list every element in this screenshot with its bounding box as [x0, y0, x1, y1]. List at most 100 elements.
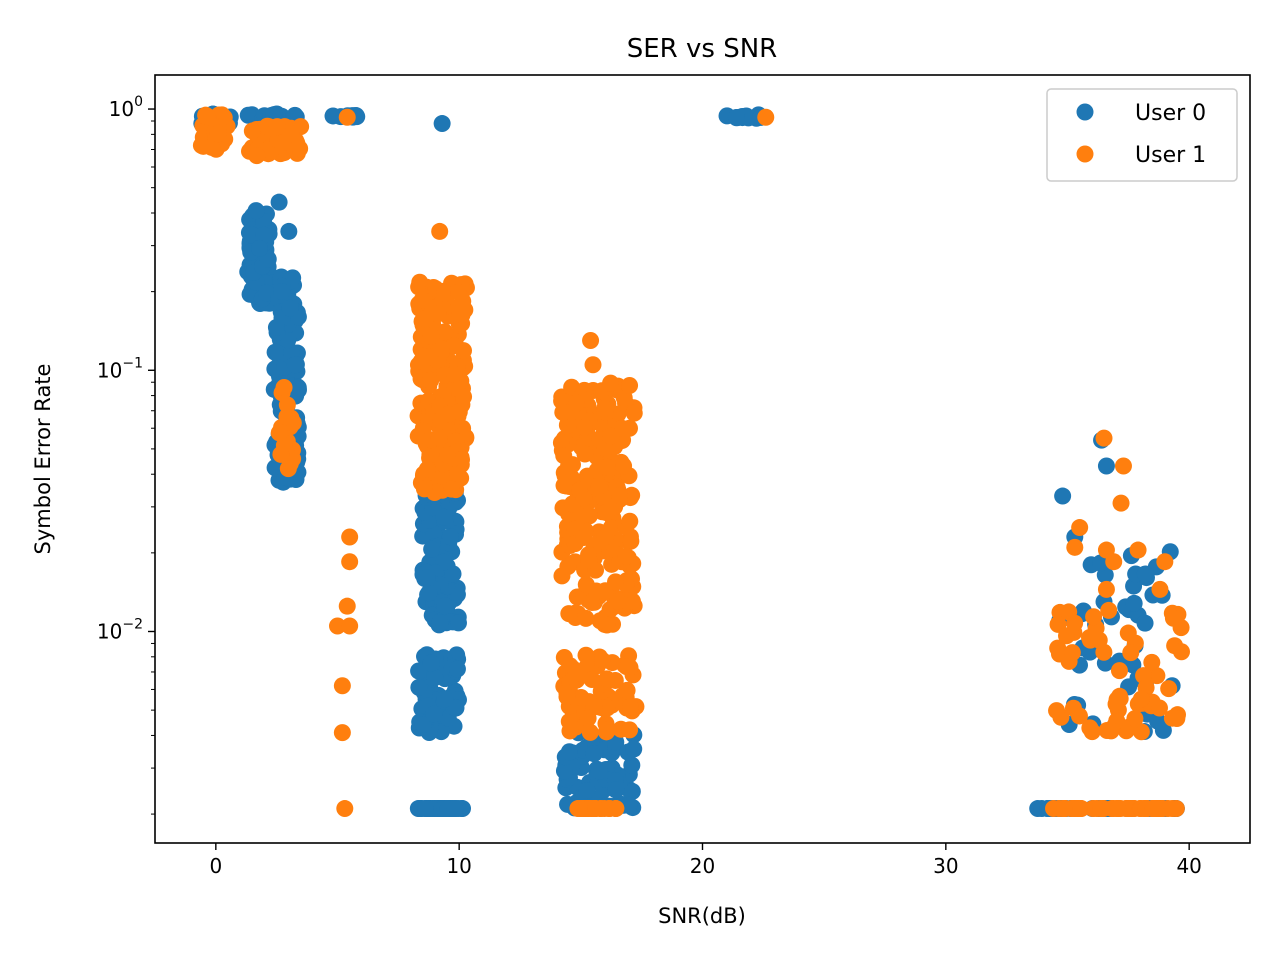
scatter-point [439, 446, 457, 464]
scatter-point [410, 662, 428, 680]
scatter-point [573, 506, 591, 524]
scatter-point [622, 783, 640, 801]
scatter-point [422, 371, 440, 389]
legend-marker [1076, 103, 1094, 121]
scatter-point [1144, 800, 1162, 818]
scatter-point [625, 740, 643, 758]
scatter-point [341, 617, 359, 635]
scatter-point [575, 528, 593, 546]
scatter-point [611, 487, 629, 505]
scatter-point [1092, 800, 1110, 818]
x-axis: 0 10 20 30 40 [209, 843, 1202, 878]
scatter-point [1168, 710, 1186, 728]
scatter-point [567, 664, 585, 682]
scatter-point [436, 597, 454, 615]
scatter-point [436, 284, 454, 302]
scatter-point [1048, 702, 1066, 720]
scatter-point [576, 445, 594, 463]
scatter-point [1105, 553, 1123, 571]
scatter-point [1119, 624, 1137, 642]
scatter-point [278, 396, 296, 414]
scatter-point [445, 365, 463, 383]
scatter-point [584, 356, 602, 374]
scatter-point [621, 377, 639, 395]
x-axis-label: SNR(dB) [658, 904, 746, 928]
scatter-point [341, 553, 359, 571]
scatter-point [1063, 644, 1081, 662]
legend-box [1046, 88, 1238, 182]
series-user-1 [192, 106, 1190, 818]
scatter-point [1102, 722, 1120, 740]
scatter-point [289, 378, 307, 396]
scatter-point [1095, 429, 1113, 447]
scatter-point [432, 340, 450, 358]
scatter-point [558, 688, 576, 706]
scatter-point [560, 605, 578, 623]
scatter-point [248, 147, 266, 165]
scatter-point [555, 762, 573, 780]
x-tick-label: 20 [690, 854, 715, 878]
scatter-point [1097, 457, 1115, 475]
scatter-point [445, 337, 463, 355]
scatter-point [286, 356, 304, 374]
scatter-point [448, 660, 466, 678]
series-user-0 [193, 105, 1185, 818]
scatter-point [560, 743, 578, 761]
scatter-point [1125, 594, 1143, 612]
x-tick-label: 40 [1176, 854, 1201, 878]
scatter-point [275, 379, 293, 397]
scatter-point [590, 477, 608, 495]
scatter-point [422, 327, 440, 345]
scatter-point [1081, 643, 1099, 661]
scatter-point [425, 705, 443, 723]
scatter-point [1100, 601, 1118, 619]
scatter-point [622, 532, 640, 550]
scatter-point [1092, 554, 1110, 572]
scatter-point [423, 540, 441, 558]
scatter-point [341, 528, 359, 546]
scatter-point [448, 465, 466, 483]
scatter-point [598, 458, 616, 476]
scatter-point [1097, 580, 1115, 598]
scatter-point [615, 457, 633, 475]
legend-marker [1076, 145, 1094, 163]
scatter-point [1112, 494, 1130, 512]
scatter-point [727, 109, 745, 127]
scatter-point [555, 476, 573, 494]
scatter-point [618, 681, 636, 699]
scatter-point [1156, 553, 1174, 571]
scatter-point [623, 756, 641, 774]
scatter-point [239, 106, 257, 124]
scatter-point [280, 222, 298, 240]
scatter-point [1136, 565, 1154, 583]
scatter-point [433, 115, 451, 133]
scatter-point [597, 503, 615, 521]
scatter-point [1055, 800, 1073, 818]
scatter-point [441, 528, 459, 546]
scatter-point [1132, 690, 1150, 708]
scatter-point [576, 418, 594, 436]
scatter-point [577, 609, 595, 627]
scatter-point [602, 374, 620, 392]
scatter-point [1126, 710, 1144, 728]
scatter-point [420, 348, 438, 366]
scatter-point [281, 299, 299, 317]
scatter-point [416, 800, 434, 818]
scatter-point [450, 283, 468, 301]
scatter-point [559, 558, 577, 576]
scatter-point [596, 400, 614, 418]
scatter-point [1163, 800, 1181, 818]
scatter-point [1114, 457, 1132, 475]
scatter-point [585, 745, 603, 763]
x-tick-label: 10 [446, 854, 471, 878]
scatter-point [198, 107, 216, 125]
scatter-point [430, 428, 448, 446]
scatter-point [1054, 487, 1072, 505]
scatter-point [274, 133, 292, 151]
scatter-point [580, 551, 598, 569]
scatter-point [555, 648, 573, 666]
scatter-point [434, 467, 452, 485]
scatter-point [578, 782, 596, 800]
scatter-point [1070, 800, 1088, 818]
scatter-point [587, 800, 605, 818]
